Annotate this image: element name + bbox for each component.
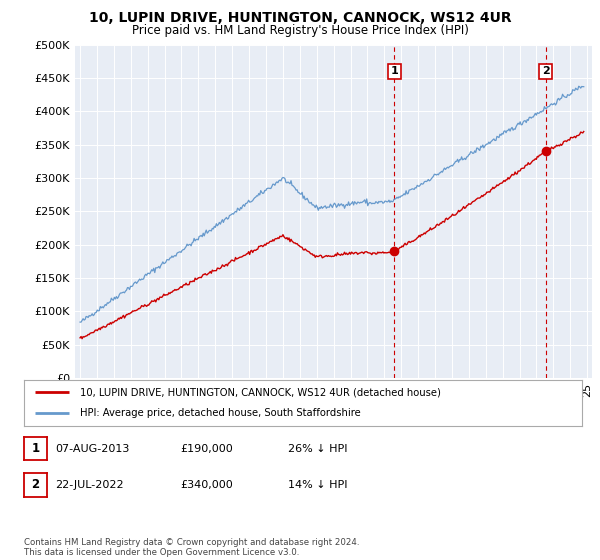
Text: 2: 2 <box>31 478 40 492</box>
Text: Price paid vs. HM Land Registry's House Price Index (HPI): Price paid vs. HM Land Registry's House … <box>131 24 469 36</box>
Text: HPI: Average price, detached house, South Staffordshire: HPI: Average price, detached house, Sout… <box>80 408 361 418</box>
Text: Contains HM Land Registry data © Crown copyright and database right 2024.
This d: Contains HM Land Registry data © Crown c… <box>24 538 359 557</box>
Text: 22-JUL-2022: 22-JUL-2022 <box>55 480 124 490</box>
Text: 1: 1 <box>391 67 398 77</box>
Text: 14% ↓ HPI: 14% ↓ HPI <box>288 480 347 490</box>
Text: 07-AUG-2013: 07-AUG-2013 <box>55 444 130 454</box>
Text: 26% ↓ HPI: 26% ↓ HPI <box>288 444 347 454</box>
Text: 10, LUPIN DRIVE, HUNTINGTON, CANNOCK, WS12 4UR (detached house): 10, LUPIN DRIVE, HUNTINGTON, CANNOCK, WS… <box>80 387 440 397</box>
Text: 1: 1 <box>31 442 40 455</box>
Text: £340,000: £340,000 <box>180 480 233 490</box>
Text: 10, LUPIN DRIVE, HUNTINGTON, CANNOCK, WS12 4UR: 10, LUPIN DRIVE, HUNTINGTON, CANNOCK, WS… <box>89 11 511 25</box>
Text: 2: 2 <box>542 67 550 77</box>
Text: £190,000: £190,000 <box>180 444 233 454</box>
